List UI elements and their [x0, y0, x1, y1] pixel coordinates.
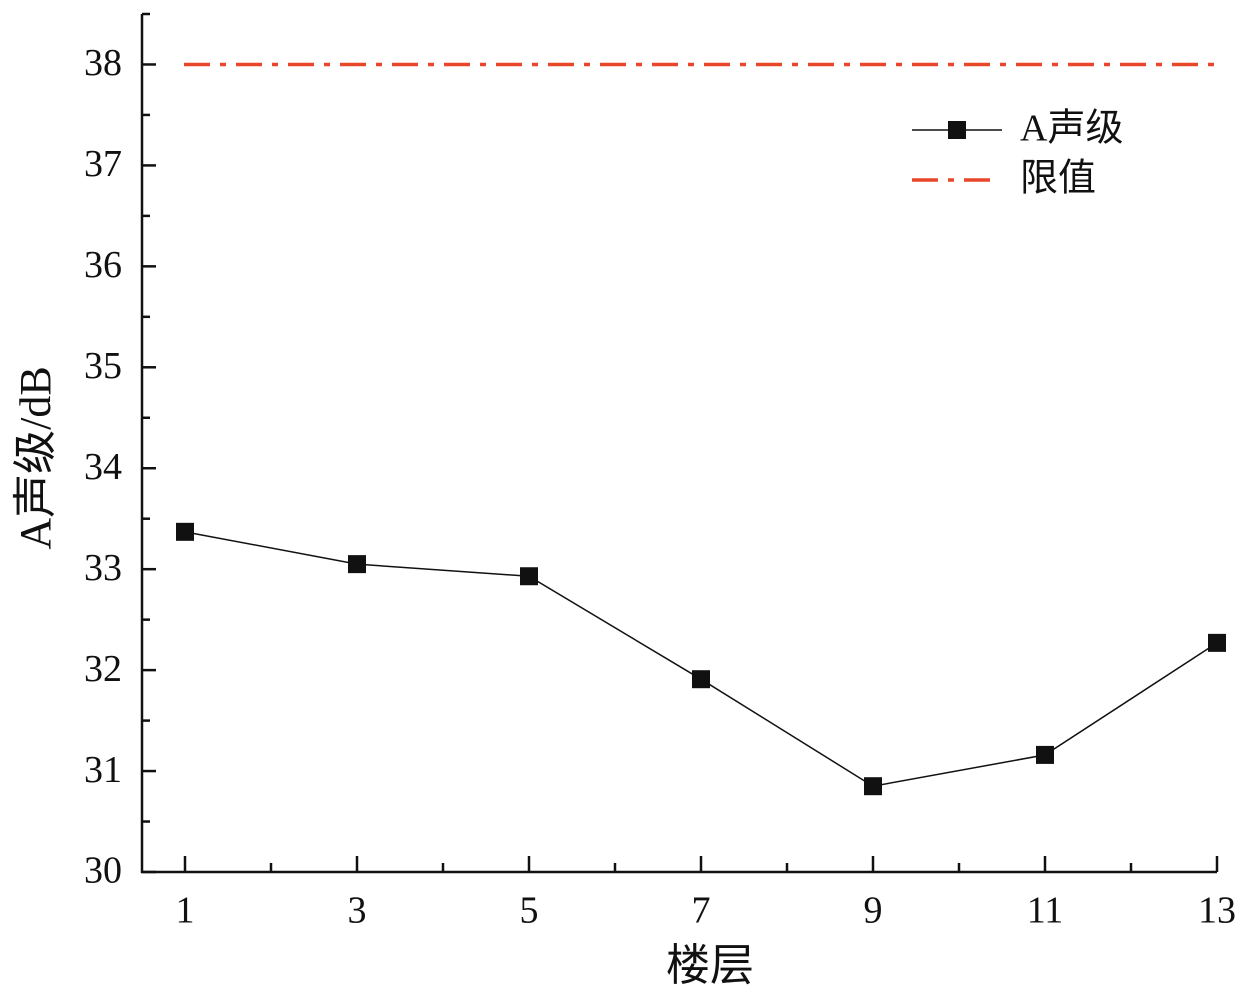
x-tick-label: 3 [348, 890, 367, 932]
y-tick-label: 30 [84, 850, 122, 892]
x-tick-label: 13 [1198, 890, 1236, 932]
x-tick-label: 5 [520, 890, 539, 932]
data-point [1036, 745, 1054, 764]
x-tick-label: 11 [1027, 890, 1064, 932]
y-tick-label: 38 [84, 42, 122, 84]
y-tick-label: 36 [84, 244, 122, 286]
data-point [864, 777, 882, 796]
data-point [692, 670, 710, 689]
legend-label: A声级 [1020, 108, 1123, 150]
x-tick-label: 9 [864, 890, 883, 932]
y-tick-label: 31 [84, 749, 122, 791]
legend-marker [948, 121, 966, 139]
y-tick-label: 33 [84, 547, 122, 589]
legend-label: 限值 [1020, 158, 1096, 200]
x-axis-label: 楼层 [666, 941, 754, 990]
y-axis-label: A声级/dB [11, 366, 60, 549]
x-tick-label: 7 [692, 890, 711, 932]
data-point [348, 555, 366, 574]
data-point [176, 522, 194, 541]
y-tick-label: 34 [84, 446, 122, 488]
data-line [184, 531, 1218, 787]
data-point [1208, 633, 1226, 652]
x-tick-label: 1 [176, 890, 195, 932]
data-point [520, 567, 538, 586]
y-tick-label: 35 [84, 345, 122, 387]
y-tick-label: 32 [84, 648, 122, 690]
y-tick-label: 37 [84, 143, 122, 185]
